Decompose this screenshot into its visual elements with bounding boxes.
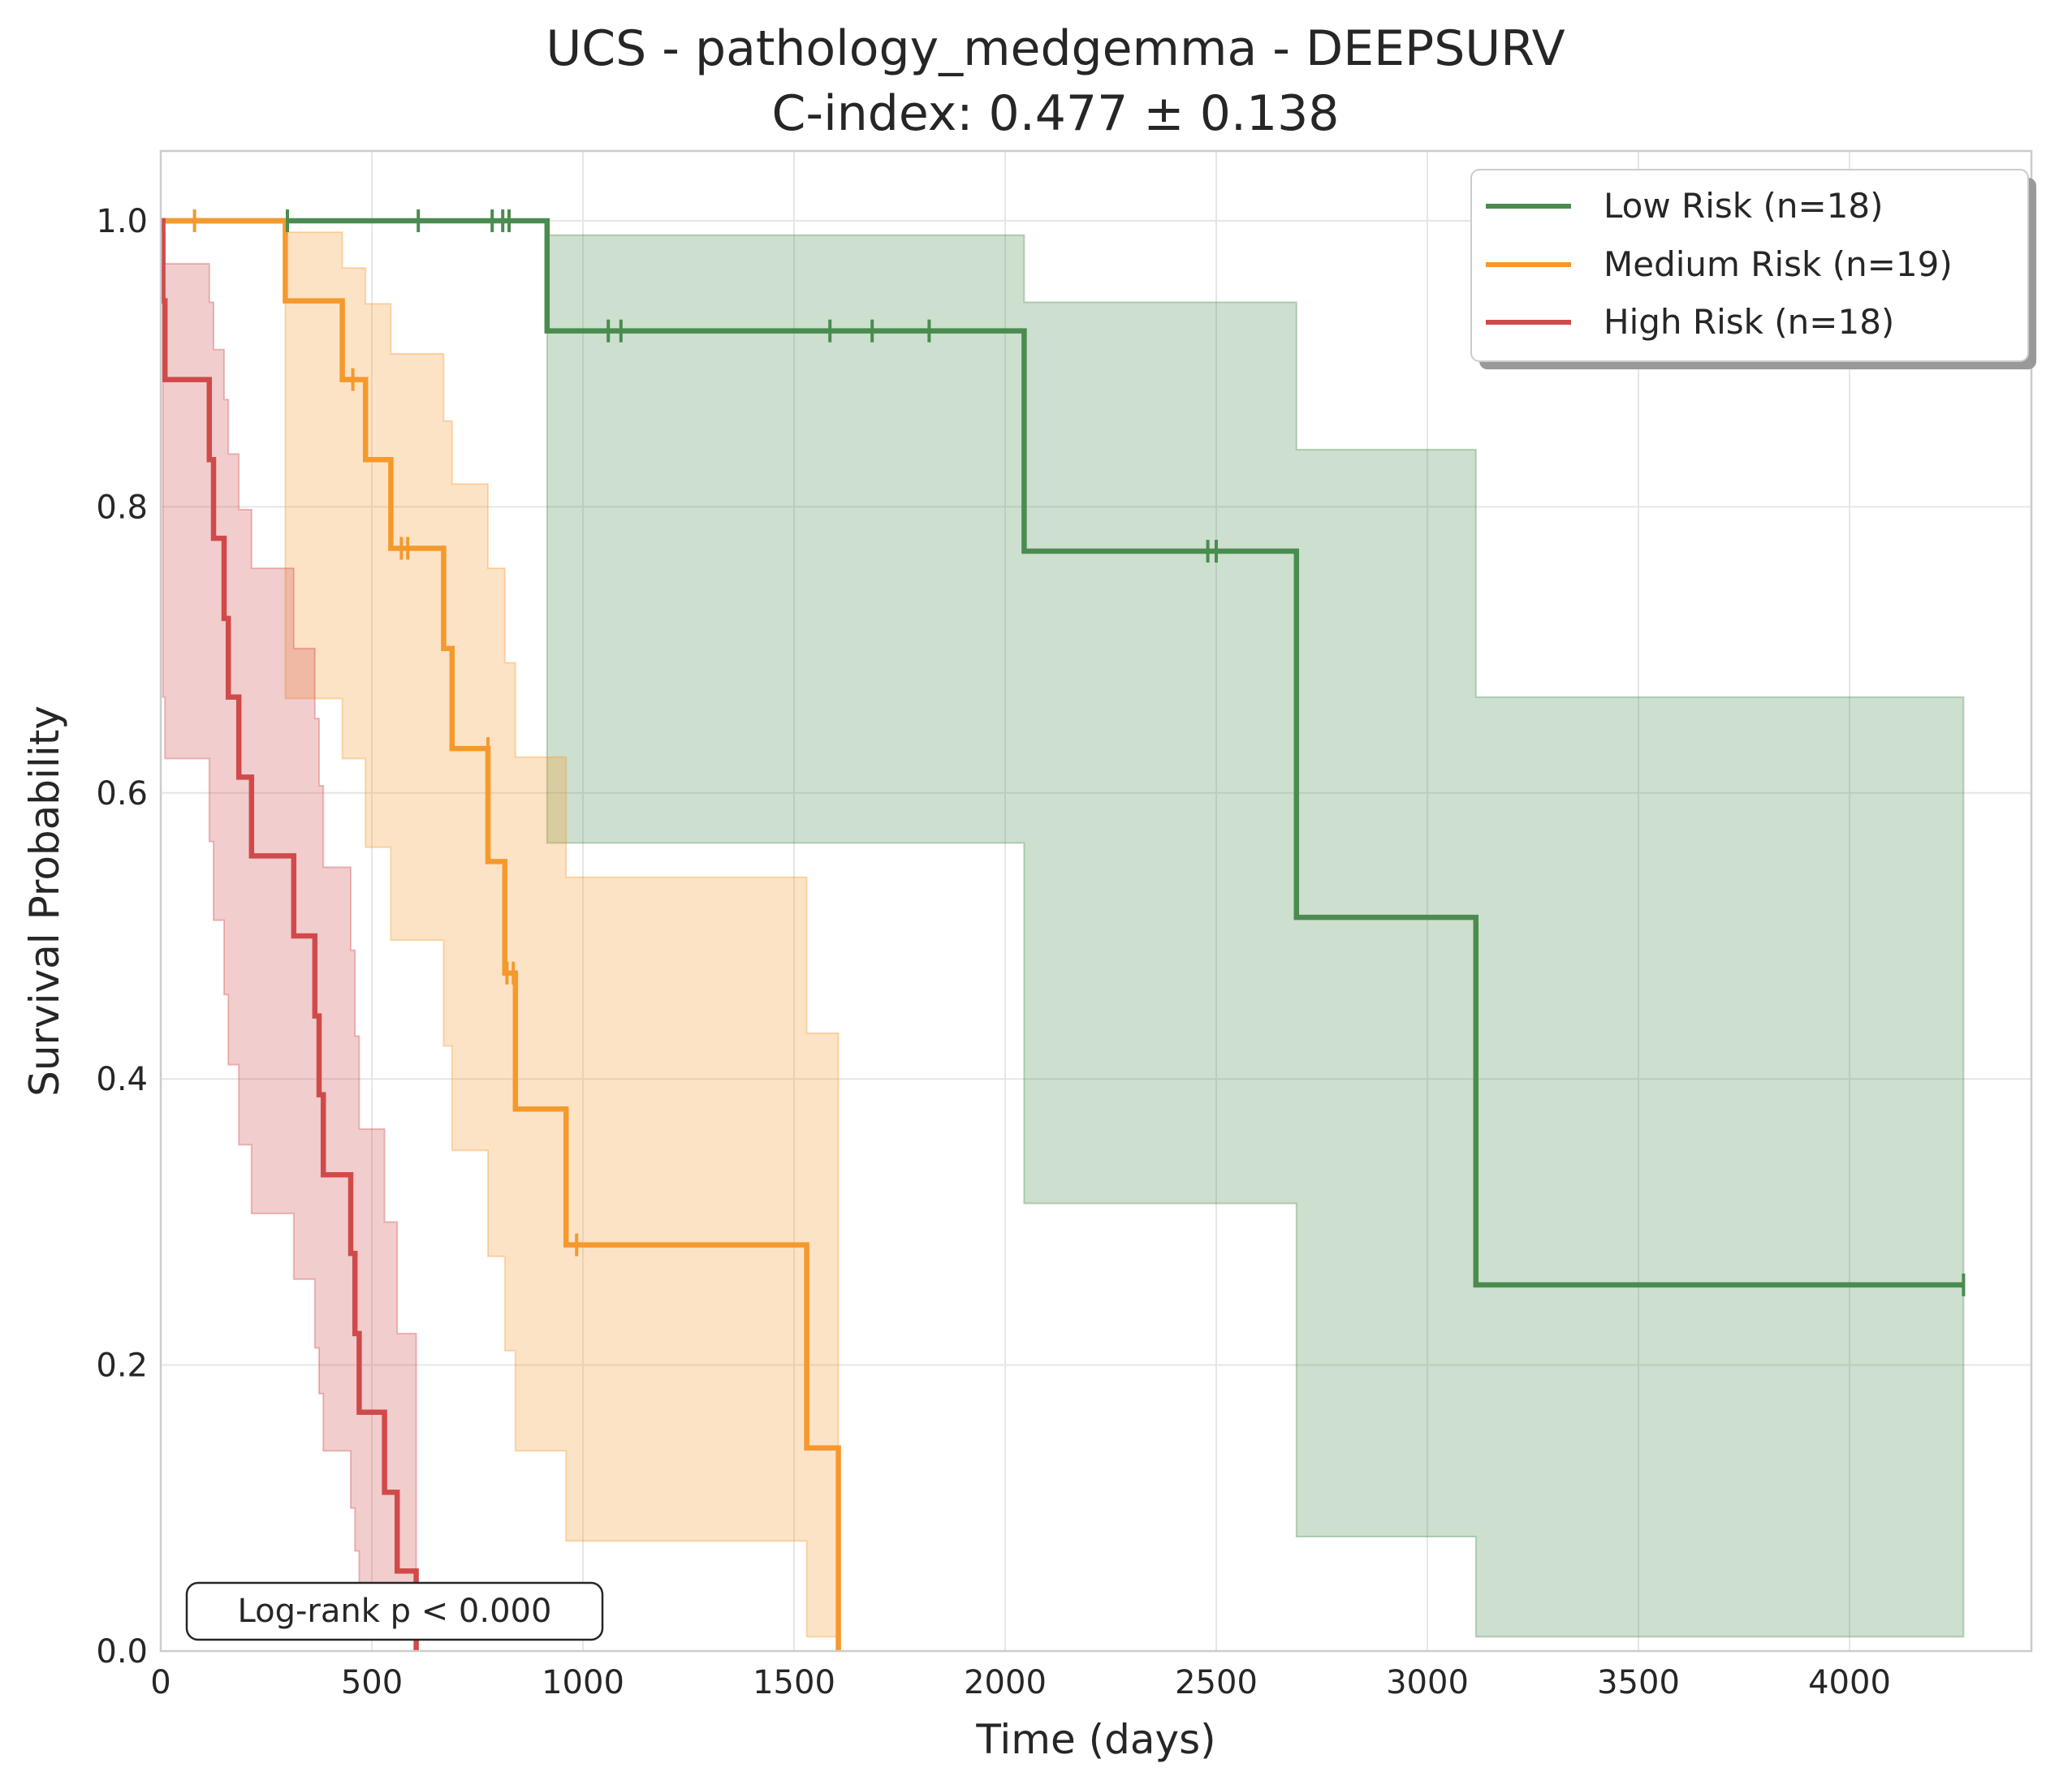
chart-subtitle: C-index: 0.477 ± 0.138 xyxy=(772,85,1340,142)
x-tick-label: 3000 xyxy=(1386,1664,1469,1701)
annotation-box xyxy=(185,1581,604,1641)
chart-title: UCS - pathology_medgemma - DEEPSURV xyxy=(546,20,1565,77)
x-tick-label: 4000 xyxy=(1808,1664,1891,1701)
legend-box xyxy=(1470,169,2029,362)
survival-curve-series-0 xyxy=(161,218,1964,1288)
plot-frame xyxy=(159,149,2033,1653)
y-tick-label: 0.6 xyxy=(96,775,148,813)
axis-ticks: 0 500 1000 1500 2000 2500 3000 3500 4000 0.0 0.2 0.… xyxy=(96,203,1891,1701)
x-axis-label: Time (days) xyxy=(975,1716,1215,1763)
y-tick-label: 0.2 xyxy=(96,1347,148,1385)
legend-label-high-risk: High Risk (n=18) xyxy=(1604,302,1894,342)
ci-band-series-1 xyxy=(161,220,840,1651)
x-tick-label: 0 xyxy=(150,1664,171,1701)
x-tick-label: 500 xyxy=(341,1664,403,1701)
censor-marks xyxy=(192,209,1966,1296)
x-tick-label: 1500 xyxy=(753,1664,835,1701)
survival-curve-series-1 xyxy=(161,218,841,1651)
legend-label-low-risk: Low Risk (n=18) xyxy=(1604,186,1884,226)
survival-curves xyxy=(160,218,1964,1651)
logrank-annotation: Log-rank p < 0.000 xyxy=(185,1581,604,1641)
annotation-text: Log-rank p < 0.000 xyxy=(238,1593,552,1630)
x-tick-label: 3500 xyxy=(1597,1664,1680,1701)
survival-curve-series-2 xyxy=(160,218,419,1651)
y-axis-label: Survival Probability xyxy=(21,705,68,1097)
x-tick-label: 1000 xyxy=(542,1664,624,1701)
legend: Low Risk (n=18) Medium Risk (n=19) High … xyxy=(1470,169,2036,369)
y-tick-label: 0.8 xyxy=(96,489,148,526)
y-tick-label: 0.0 xyxy=(96,1633,148,1671)
y-tick-label: 0.4 xyxy=(96,1061,148,1098)
x-tick-label: 2000 xyxy=(964,1664,1047,1701)
legend-label-medium-risk: Medium Risk (n=19) xyxy=(1604,244,1953,284)
y-tick-label: 1.0 xyxy=(96,203,148,240)
x-tick-label: 2500 xyxy=(1175,1664,1258,1701)
